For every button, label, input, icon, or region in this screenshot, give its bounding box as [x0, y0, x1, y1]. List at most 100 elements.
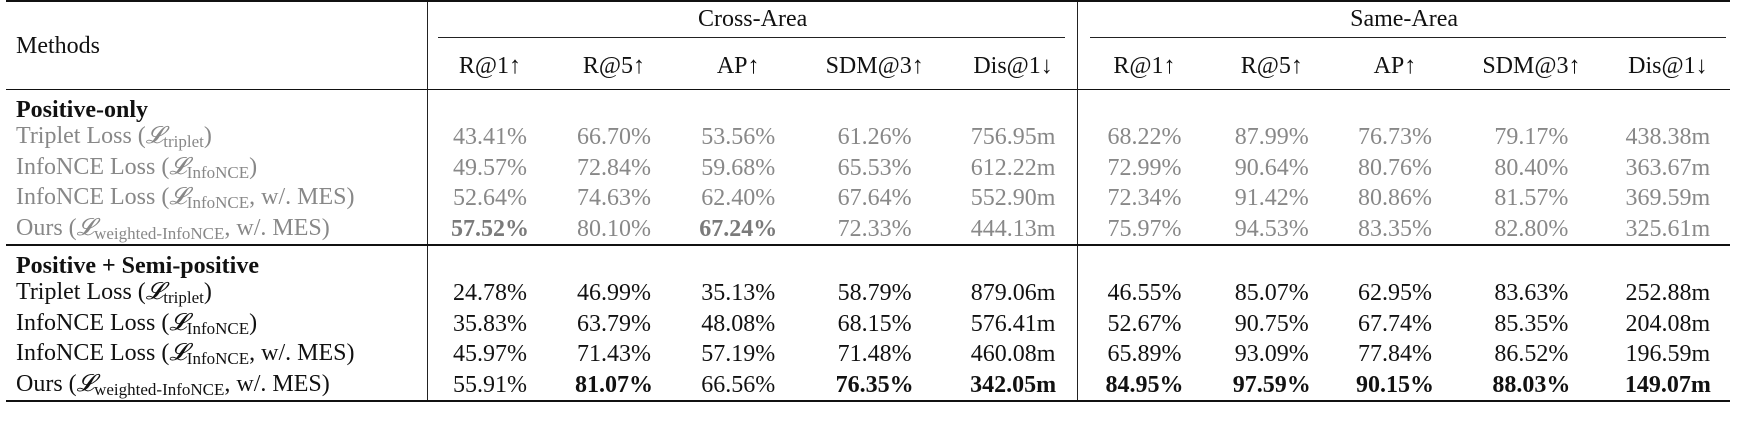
method-name: InfoNCE Loss (𝓛InfoNCE, w/. MES)	[6, 339, 428, 370]
same-value-cell: 93.09%	[1234, 341, 1309, 368]
same-value-cell: 84.95%	[1077, 369, 1211, 402]
cross-value-cell: 67.64%	[837, 185, 912, 212]
same-value-cell: 83.35%	[1357, 215, 1432, 242]
method-base: InfoNCE Loss (	[16, 340, 170, 367]
section-spacer-cell	[676, 89, 801, 122]
cross-value-cell: 76.35%	[800, 369, 949, 402]
cross-value-cell: 66.56%	[676, 369, 801, 402]
cross-value-cell: 45.97%	[427, 339, 552, 370]
section-spacer-cell	[948, 89, 1078, 122]
loss-symbol: 𝓛	[169, 309, 187, 336]
same-area-header: Same-Area	[1077, 0, 1730, 42]
cross-value-cell: 71.43%	[576, 341, 651, 368]
section-spacer-cell	[551, 89, 677, 122]
table-row: Triplet Loss (𝓛triplet) 24.78% 46.99% 35.13…	[6, 278, 1730, 309]
same-metric-4: Dis@1↓	[1628, 52, 1708, 79]
same-value-cell: 325.61m	[1625, 215, 1711, 242]
section-spacer-cell	[1332, 89, 1458, 122]
same-value-cell: 369.59m	[1625, 185, 1711, 212]
cross-value-cell: 62.40%	[701, 185, 776, 212]
loss-symbol: 𝓛	[76, 214, 95, 241]
cross-value-cell: 552.90m	[970, 185, 1056, 212]
method-base: InfoNCE Loss (	[16, 184, 170, 211]
same-value-cell: 80.76%	[1357, 154, 1432, 181]
cross-value-cell: 35.13%	[701, 280, 776, 307]
cross-value-cell: 72.84%	[576, 154, 651, 181]
method-base: InfoNCE Loss (	[16, 309, 170, 336]
same-value-cell: 67.74%	[1357, 310, 1432, 337]
method-base: Ours (	[16, 370, 77, 397]
results-body: Positive-only Triplet Loss (𝓛triplet) 43.4…	[6, 89, 1730, 402]
cross-value-cell: 756.95m	[970, 124, 1056, 151]
same-value-cell: 62.95%	[1357, 280, 1432, 307]
section-spacer-cell	[1077, 244, 1211, 278]
same-value-cell: 90.15%	[1332, 369, 1458, 402]
same-value-cell: 252.88m	[1625, 280, 1711, 307]
same-value-cell: 83.63%	[1494, 280, 1569, 307]
method-tail: )	[249, 309, 258, 336]
same-value-cell: 90.64%	[1234, 154, 1309, 181]
cross-value-cell: 58.79%	[837, 280, 912, 307]
method-tail: , w/. MES)	[249, 340, 355, 367]
same-value-cell: 79.17%	[1494, 124, 1569, 151]
same-value-cell: 88.03%	[1457, 369, 1606, 402]
section-spacer-cell	[1605, 244, 1730, 278]
same-value-cell: 68.22%	[1077, 122, 1211, 153]
section-spacer-cell	[1210, 244, 1333, 278]
method-name: Ours (𝓛weighted-InfoNCE, w/. MES)	[6, 369, 428, 402]
method-tail: )	[203, 123, 212, 150]
cross-value-cell: 59.68%	[701, 154, 776, 181]
same-value-cell: 75.97%	[1077, 213, 1211, 245]
loss-subscript: triplet	[163, 288, 204, 308]
same-value-cell: 196.59m	[1625, 341, 1711, 368]
cross-value-cell: 74.63%	[576, 185, 651, 212]
section-spacer-cell	[1077, 89, 1211, 122]
same-value-cell: 90.75%	[1234, 310, 1309, 337]
loss-subscript: InfoNCE	[186, 193, 250, 213]
same-value-cell: 52.67%	[1077, 308, 1211, 339]
same-value-cell: 87.99%	[1234, 124, 1309, 151]
method-tail: )	[249, 153, 258, 180]
section-spacer-cell	[800, 89, 949, 122]
method-name: InfoNCE Loss (𝓛InfoNCE, w/. MES)	[6, 183, 428, 214]
same-metric-1: R@5↑	[1240, 52, 1303, 79]
methods-header: Methods	[6, 0, 428, 90]
same-value-cell: 46.55%	[1077, 278, 1211, 309]
loss-symbol: 𝓛	[169, 340, 187, 367]
same-value-cell: 204.08m	[1625, 310, 1711, 337]
cross-area-rule	[438, 36, 1066, 38]
metric-header-row: R@1↑ R@5↑ AP↑ SDM@3↑ Dis@1↓ R@1↑ R@5↑ AP↑ SDM@3↑…	[6, 42, 1730, 90]
same-value-cell: 149.07m	[1605, 369, 1730, 402]
cross-metric-1: R@5↑	[582, 52, 645, 79]
loss-subscript: InfoNCE	[186, 349, 250, 369]
same-value-cell: 438.38m	[1625, 124, 1711, 151]
cross-value-cell: 55.91%	[427, 369, 552, 402]
loss-subscript: weighted-InfoNCE	[94, 223, 225, 243]
loss-symbol: 𝓛	[169, 153, 187, 180]
method-tail: )	[203, 279, 212, 306]
cross-value-cell: 24.78%	[427, 278, 552, 309]
method-base: Ours (	[16, 214, 77, 241]
same-value-cell: 72.99%	[1077, 152, 1211, 183]
same-value-cell: 72.34%	[1077, 183, 1211, 214]
section-spacer-cell	[551, 244, 677, 278]
section-spacer-cell	[427, 244, 552, 278]
section-header-row: Positive + Semi-positive	[6, 244, 1730, 278]
section-spacer-cell	[1605, 89, 1730, 122]
same-area-label: Same-Area	[1350, 5, 1459, 32]
method-name: Ours (𝓛weighted-InfoNCE, w/. MES)	[6, 214, 428, 246]
same-value-cell: 80.86%	[1357, 185, 1432, 212]
same-value-cell: 85.35%	[1494, 310, 1569, 337]
method-name: InfoNCE Loss (𝓛InfoNCE)	[6, 153, 428, 184]
cross-value-cell: 342.05m	[948, 369, 1078, 402]
table-row: InfoNCE Loss (𝓛InfoNCE, w/. MES) 45.97% 71…	[6, 339, 1730, 370]
section-spacer-cell	[1210, 89, 1333, 122]
section-spacer-cell	[1457, 89, 1606, 122]
group-header-row: Methods Cross-Area Same-Area	[6, 0, 1730, 90]
table-row: InfoNCE Loss (𝓛InfoNCE) 49.57% 72.84% 59.68…	[6, 152, 1730, 184]
table-row: InfoNCE Loss (𝓛InfoNCE) 35.83% 63.79% 48.08…	[6, 308, 1730, 339]
cross-value-cell: 72.33%	[837, 215, 912, 242]
same-value-cell: 363.67m	[1625, 154, 1711, 181]
loss-subscript: weighted-InfoNCE	[94, 379, 225, 399]
